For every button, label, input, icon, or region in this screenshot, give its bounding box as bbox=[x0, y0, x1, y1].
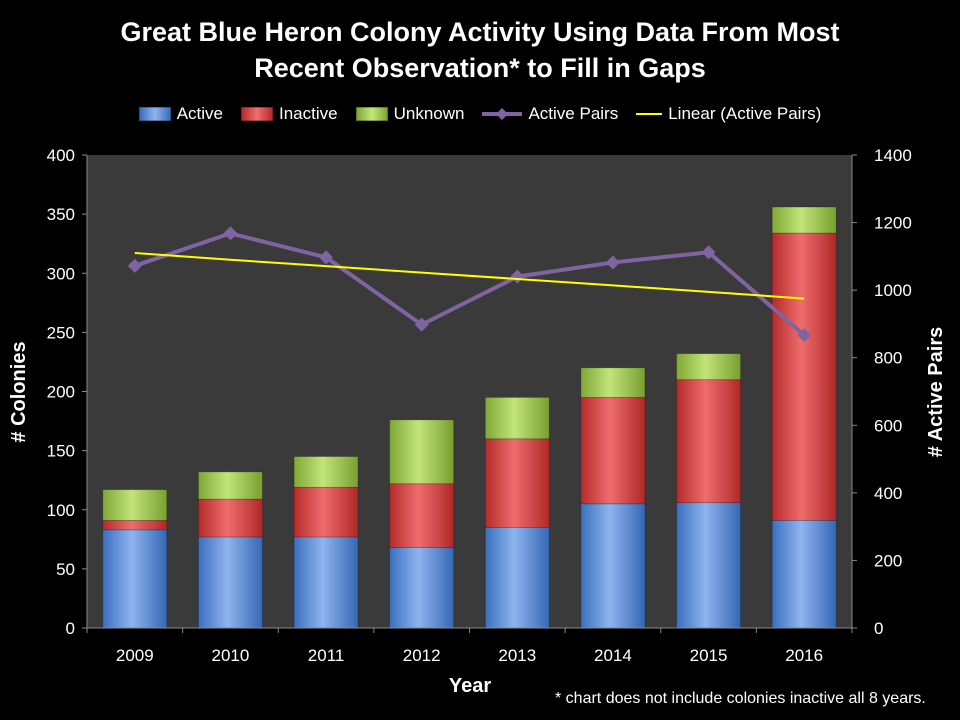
y2-tick-label-1000: 1000 bbox=[874, 281, 912, 300]
x-tick-label-2010: 2010 bbox=[212, 646, 250, 665]
bar-inactive-2014 bbox=[580, 397, 646, 505]
marker-active-pairs-2016 bbox=[797, 328, 812, 343]
y2-tick-label-600: 600 bbox=[874, 416, 902, 435]
bar-inactive-2015 bbox=[676, 379, 741, 504]
legend-item-unknown: Unknown bbox=[355, 104, 465, 124]
bar-layer bbox=[102, 206, 837, 629]
y-tick-label-400: 400 bbox=[47, 146, 75, 165]
bar-active-2010 bbox=[198, 536, 263, 629]
y2-tick-label-800: 800 bbox=[874, 349, 902, 368]
y2-tick-label-400: 400 bbox=[874, 484, 902, 503]
y2-tick-label-200: 200 bbox=[874, 551, 902, 570]
legend-label-active: Active bbox=[176, 104, 223, 123]
legend-item-active: Active bbox=[138, 104, 223, 124]
x-tick-label-2014: 2014 bbox=[594, 646, 632, 665]
marker-active-pairs-2011 bbox=[319, 250, 334, 265]
x-tick-label-2012: 2012 bbox=[403, 646, 441, 665]
y-axis-title: # Colonies bbox=[8, 341, 30, 442]
bar-inactive-2013 bbox=[484, 438, 550, 528]
legend-swatch-active-pairs bbox=[482, 108, 523, 120]
y-tick-label-100: 100 bbox=[47, 501, 75, 520]
y-tick-label-50: 50 bbox=[56, 560, 75, 579]
y-tick-label-300: 300 bbox=[47, 264, 75, 283]
bar-unknown-2014 bbox=[580, 367, 646, 398]
y-tick-label-250: 250 bbox=[47, 323, 75, 342]
bar-inactive-2009 bbox=[102, 519, 168, 531]
legend-item-active-pairs: Active Pairs bbox=[482, 104, 618, 124]
y-tick-label-200: 200 bbox=[47, 383, 75, 402]
legend-item-linear-trend: Linear (Active Pairs) bbox=[636, 104, 821, 124]
bar-active-2009 bbox=[102, 529, 168, 629]
marker-active-pairs-2010 bbox=[223, 226, 238, 241]
bar-active-2013 bbox=[484, 527, 550, 629]
chart-title-line-2: Recent Observation* to Fill in Gaps bbox=[254, 53, 706, 83]
bar-inactive-2012 bbox=[389, 483, 455, 548]
legend-label-linear-trend: Linear (Active Pairs) bbox=[668, 104, 822, 123]
bar-unknown-2016 bbox=[771, 206, 837, 234]
y2-tick-label-1400: 1400 bbox=[874, 146, 912, 165]
y2-tick-label-0: 0 bbox=[874, 619, 883, 638]
x-tick-label-2016: 2016 bbox=[785, 646, 823, 665]
legend-label-active-pairs: Active Pairs bbox=[528, 104, 619, 123]
x-tick-label-2011: 2011 bbox=[308, 646, 345, 665]
bar-active-2014 bbox=[580, 503, 646, 629]
bar-unknown-2012 bbox=[389, 419, 455, 485]
legend-swatch-inactive bbox=[241, 107, 273, 121]
chart-title-line-1: Great Blue Heron Colony Activity Using D… bbox=[120, 17, 840, 47]
x-axis-title: Year bbox=[449, 675, 491, 697]
x-tick-label-2015: 2015 bbox=[690, 646, 728, 665]
line-active-pairs bbox=[134, 231, 806, 337]
legend-label-inactive: Inactive bbox=[279, 104, 338, 123]
y-tick-label-350: 350 bbox=[47, 205, 75, 224]
bar-unknown-2009 bbox=[102, 489, 168, 521]
legend-swatch-unknown bbox=[355, 107, 388, 121]
bar-active-2011 bbox=[293, 536, 359, 629]
legend-label-unknown: Unknown bbox=[393, 104, 465, 123]
chart-title: Great Blue Heron Colony Activity Using D… bbox=[0, 14, 960, 86]
y2-axis-title: # Active Pairs bbox=[925, 327, 947, 457]
chart-footnote: * chart does not include colonies inacti… bbox=[555, 690, 926, 707]
bar-inactive-2016 bbox=[771, 232, 837, 521]
legend-swatch-active bbox=[138, 107, 171, 121]
x-tick-label-2009: 2009 bbox=[116, 646, 154, 665]
bar-unknown-2013 bbox=[484, 397, 550, 440]
bar-inactive-2010 bbox=[198, 498, 263, 538]
x-tick-label-2013: 2013 bbox=[498, 646, 536, 665]
bar-active-2016 bbox=[771, 519, 837, 629]
bar-unknown-2011 bbox=[293, 456, 359, 488]
marker-active-pairs-2012 bbox=[414, 317, 429, 332]
marker-active-pairs-2015 bbox=[701, 245, 716, 260]
bar-unknown-2015 bbox=[676, 353, 741, 381]
chart-legend: Active Inactive Unknown Active Pairs Lin… bbox=[0, 104, 960, 124]
y-tick-label-0: 0 bbox=[66, 619, 75, 638]
legend-swatch-linear-trend bbox=[636, 113, 663, 115]
bar-unknown-2010 bbox=[198, 471, 263, 500]
bar-inactive-2011 bbox=[293, 486, 359, 538]
bar-active-2015 bbox=[676, 502, 741, 629]
legend-item-inactive: Inactive bbox=[241, 104, 338, 124]
marker-active-pairs-2014 bbox=[605, 255, 620, 270]
marker-active-pairs-2009 bbox=[127, 258, 142, 273]
y-tick-label-150: 150 bbox=[47, 442, 75, 461]
y2-tick-label-1200: 1200 bbox=[874, 214, 912, 233]
bar-active-2012 bbox=[389, 547, 455, 629]
axes: 0 50 100 150 200 250 300 350 400 0 200 400 600 800 100… bbox=[47, 146, 912, 665]
line-layer bbox=[127, 226, 812, 343]
line-linear-active-pairs bbox=[134, 251, 805, 300]
